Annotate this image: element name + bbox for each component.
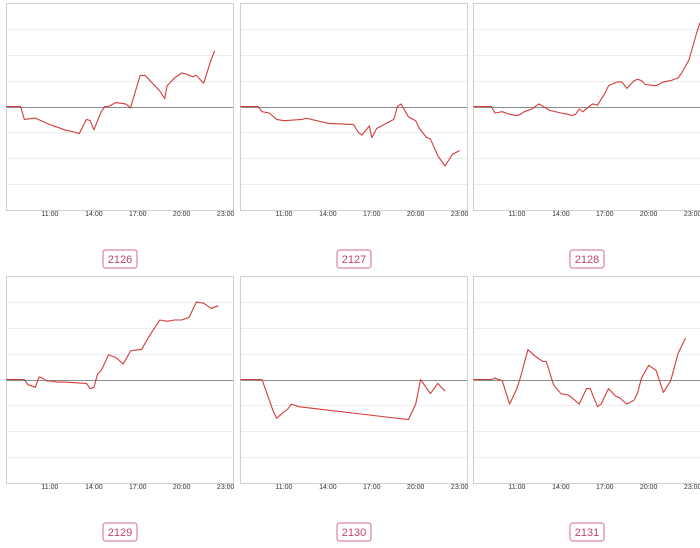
x-tick-label: 23:00	[451, 211, 469, 218]
badge-label: 2127	[342, 254, 366, 266]
x-tick-label: 14:00	[552, 211, 570, 218]
x-tick-label: 11:00	[41, 484, 58, 491]
badge-border	[102, 249, 138, 269]
x-tick-label: 23:00	[217, 211, 235, 218]
x-tick-label: 17:00	[129, 211, 147, 218]
x-tick-label: 20:00	[640, 484, 658, 491]
x-tick-label: 23:00	[684, 484, 700, 491]
x-tick-label: 17:00	[129, 484, 147, 491]
badge-border	[336, 522, 372, 542]
x-tick-label: 17:00	[363, 211, 381, 218]
badge-border	[569, 522, 605, 542]
chart-id-badge: 2131	[569, 522, 605, 542]
badge-label: 2128	[575, 254, 599, 266]
badge-label: 2131	[575, 527, 599, 539]
x-tick-label: 14:00	[319, 484, 337, 491]
series-line	[240, 103, 460, 167]
chart-id-badge: 2129	[102, 522, 138, 542]
x-tick-label: 23:00	[451, 484, 469, 491]
chart-id-badge: 2126	[102, 249, 138, 269]
x-tick-label: 20:00	[407, 484, 425, 491]
x-tick-label: 20:00	[173, 484, 191, 491]
x-tick-label: 14:00	[319, 211, 337, 218]
chart-panel-2128: 11:00 14:00 17:00 20:00 23:00 2128	[473, 3, 700, 269]
badge-border	[336, 249, 372, 269]
chart-panel-2131: 11:00 14:00 17:00 20:00 23:00 2131	[473, 276, 700, 542]
x-tick-label: 11:00	[275, 484, 292, 491]
x-tick-label: 11:00	[275, 211, 292, 218]
series-line	[473, 337, 686, 408]
badge-label: 2130	[342, 527, 366, 539]
x-tick-label: 20:00	[407, 211, 425, 218]
badge-label: 2129	[108, 527, 132, 539]
x-tick-label: 17:00	[363, 484, 381, 491]
x-tick-label: 17:00	[596, 484, 614, 491]
chart-id-badge: 2130	[336, 522, 372, 542]
badge-border	[102, 522, 138, 542]
chart-panel-2127: 11:00 14:00 17:00 20:00 23:00 2127	[240, 3, 469, 269]
x-tick-label: 23:00	[684, 211, 700, 218]
x-tick-label: 17:00	[596, 211, 614, 218]
x-tick-label: 14:00	[85, 211, 103, 218]
x-tick-label: 14:00	[85, 484, 103, 491]
series-line	[240, 378, 446, 421]
badge-label: 2126	[108, 254, 132, 266]
x-tick-label: 11:00	[41, 211, 58, 218]
x-tick-label: 23:00	[217, 484, 235, 491]
badge-border	[569, 249, 605, 269]
chart-panel-2130: 11:00 14:00 17:00 20:00 23:00 2130	[240, 276, 469, 542]
x-tick-label: 20:00	[173, 211, 191, 218]
series-line	[473, 22, 700, 117]
x-tick-label: 14:00	[552, 484, 570, 491]
series-line	[6, 50, 216, 135]
x-tick-label: 20:00	[640, 211, 658, 218]
series-line	[6, 301, 219, 390]
x-tick-label: 11:00	[508, 484, 525, 491]
chart-panel-2126: 11:00 14:00 17:00 20:00 23:00 2126	[6, 3, 235, 269]
chart-id-badge: 2127	[336, 249, 372, 269]
chart-id-badge: 2128	[569, 249, 605, 269]
x-tick-label: 11:00	[508, 211, 525, 218]
chart-panel-2129: 11:00 14:00 17:00 20:00 23:00 2129	[6, 276, 235, 542]
